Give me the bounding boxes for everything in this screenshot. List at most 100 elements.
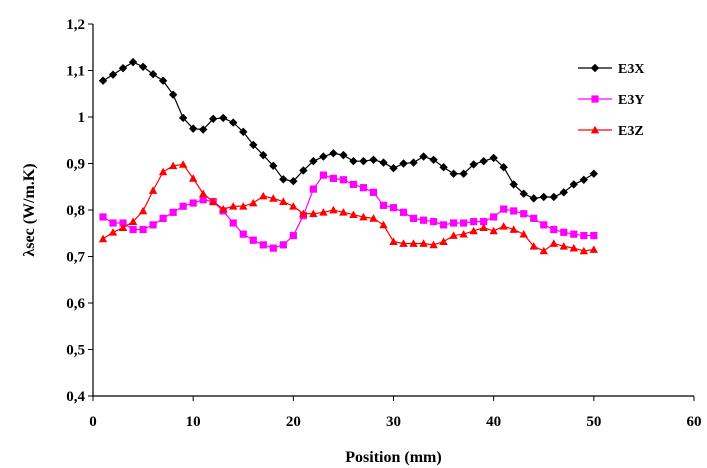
data-point-e3z (168, 161, 178, 170)
data-point-e3y (189, 199, 197, 207)
data-point-e3z (339, 208, 348, 216)
data-point-e3x (229, 118, 238, 127)
data-point-e3x (459, 169, 468, 178)
data-point-e3z (118, 223, 128, 232)
data-point-e3x (349, 156, 358, 166)
data-point-e3y (510, 207, 518, 215)
data-point-e3y (369, 188, 378, 196)
data-point-e3x (439, 163, 448, 172)
legend-item-e3y: E3Y (578, 93, 644, 108)
y-tick-label: 0,7 (66, 250, 85, 266)
axes (88, 23, 695, 401)
y-tick-label: 1 (78, 110, 86, 126)
data-point-e3x (299, 166, 308, 175)
data-point-e3y (419, 216, 428, 224)
data-point-e3z (359, 212, 368, 221)
legend-marker (591, 95, 599, 103)
data-point-e3y (409, 214, 418, 222)
data-point-e3z (579, 246, 589, 255)
data-point-e3z (319, 208, 328, 216)
data-point-e3z (259, 191, 268, 200)
data-point-e3z (539, 246, 548, 255)
data-point-e3z (219, 204, 228, 213)
data-point-e3z (529, 242, 538, 250)
data-point-e3x (559, 188, 568, 197)
data-point-e3x (178, 113, 188, 123)
data-point-e3x (329, 149, 338, 158)
data-point-e3y (319, 171, 327, 179)
data-point-e3y (289, 231, 297, 240)
data-point-e3y (239, 230, 247, 238)
data-point-e3z (128, 217, 138, 225)
y-tick-label: 0,4 (66, 389, 85, 405)
x-axis-title: Position (mm) (345, 449, 441, 466)
data-point-e3x (339, 150, 348, 160)
legend-label: E3Y (618, 93, 644, 108)
x-tick-label: 10 (186, 414, 201, 430)
data-point-e3x (379, 158, 388, 167)
data-point-e3y (229, 219, 237, 227)
x-tick-label: 0 (89, 414, 97, 430)
data-point-e3x (98, 76, 108, 85)
data-point-e3y (249, 236, 257, 244)
data-point-e3y (480, 218, 488, 226)
data-point-e3x (128, 57, 138, 67)
y-tick-label: 1,2 (66, 17, 85, 33)
y-tick-label: 0,9 (66, 157, 85, 173)
data-point-e3y (550, 225, 558, 234)
data-point-e3x (479, 156, 488, 166)
data-point-e3x (469, 160, 478, 169)
data-point-e3x (259, 150, 268, 160)
data-point-e3z (449, 231, 458, 239)
data-point-e3y (450, 219, 458, 227)
data-point-e3y (490, 213, 498, 221)
data-point-e3z (299, 209, 308, 218)
data-point-e3z (499, 222, 508, 230)
data-point-e3z (178, 160, 188, 168)
data-point-e3x (188, 124, 198, 133)
data-point-e3z (309, 209, 318, 218)
data-point-e3y (329, 174, 337, 182)
data-point-e3z (429, 240, 438, 249)
data-point-e3z (379, 220, 388, 229)
legend-item-e3x: E3X (578, 62, 644, 77)
x-tick-label: 50 (586, 414, 601, 430)
data-point-e3x (118, 63, 128, 73)
data-point-e3y (169, 208, 177, 216)
data-point-e3x (138, 62, 148, 71)
data-point-e3x (108, 70, 118, 79)
data-point-e3z (138, 206, 148, 215)
series-line-e3x (102, 61, 595, 199)
data-point-e3z (399, 239, 408, 247)
x-tick-label: 20 (286, 414, 301, 430)
data-point-e3y (129, 225, 137, 234)
data-point-e3y (109, 219, 117, 227)
data-point-e3y (560, 228, 568, 236)
y-tick-label: 0,8 (66, 203, 85, 219)
data-point-e3y (540, 221, 548, 229)
series-e3y (99, 171, 598, 252)
x-tick-label: 60 (687, 414, 702, 430)
data-point-e3x (269, 161, 278, 171)
data-point-e3y (199, 196, 207, 204)
data-point-e3z (329, 205, 338, 214)
data-point-e3z (188, 174, 198, 182)
data-point-e3z (439, 237, 448, 245)
data-point-e3y (460, 219, 468, 227)
data-point-e3y (309, 185, 317, 193)
data-point-e3y (429, 218, 438, 226)
data-point-e3x (569, 180, 578, 189)
data-point-e3z (158, 167, 168, 176)
data-point-e3z (549, 239, 558, 247)
data-point-e3y (580, 231, 588, 240)
data-point-e3x (209, 114, 218, 124)
y-tick-label: 0,6 (66, 296, 85, 312)
data-point-e3y (139, 225, 147, 234)
data-point-e3y (359, 184, 368, 192)
data-point-e3z (569, 243, 578, 252)
data-point-e3z (589, 245, 599, 253)
data-point-e3z (148, 186, 158, 194)
data-point-e3z (239, 202, 248, 210)
data-point-e3x (529, 194, 538, 203)
